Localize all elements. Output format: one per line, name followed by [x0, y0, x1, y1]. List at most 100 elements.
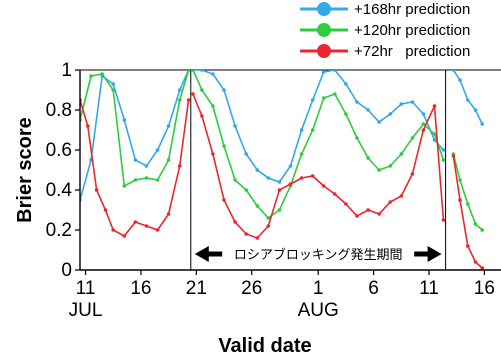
data-point: [410, 100, 415, 104]
series-2: [80, 92, 485, 270]
data-point: [421, 128, 426, 132]
data-point: [89, 74, 93, 78]
data-point: [222, 144, 226, 148]
data-point: [321, 96, 326, 100]
data-point: [366, 208, 370, 212]
annotation-arrow-right: [427, 246, 442, 262]
data-point: [458, 78, 462, 82]
annotation-arrow-left: [194, 246, 209, 262]
data-point: [299, 152, 304, 156]
data-point: [94, 188, 99, 192]
data-point: [451, 154, 456, 158]
data-point: [466, 202, 470, 206]
series-line: [452, 153, 483, 231]
data-point: [133, 178, 138, 182]
data-point: [233, 124, 237, 128]
series-line: [192, 93, 445, 239]
data-point: [321, 70, 326, 74]
data-point: [321, 184, 326, 188]
annotation-label: ロシアブロッキング発生期間: [234, 247, 403, 263]
series-line: [80, 99, 190, 238]
data-point: [144, 164, 149, 168]
data-point: [266, 176, 271, 180]
data-point: [458, 178, 462, 182]
data-point: [166, 124, 171, 128]
data-point: [103, 208, 108, 212]
x-axis-title: Valid date: [218, 335, 311, 357]
data-point: [480, 266, 485, 270]
data-point: [177, 98, 182, 102]
y-tick-label: 0.6: [46, 140, 72, 161]
data-point: [111, 82, 115, 86]
data-point: [441, 218, 446, 222]
data-point: [432, 104, 437, 108]
series-line: [80, 70, 190, 188]
data-point: [222, 88, 226, 92]
data-point: [399, 194, 404, 198]
data-point: [441, 158, 446, 162]
y-axis-title: Brier score: [14, 117, 36, 223]
data-point: [480, 228, 485, 232]
legend-label: +120hr prediction: [354, 22, 470, 39]
x-tick-label: 26: [241, 278, 262, 299]
x-tick-label: 11: [76, 278, 96, 299]
data-point: [211, 152, 215, 156]
data-point: [451, 70, 456, 72]
y-tick-label: 0.4: [46, 180, 73, 201]
data-point: [441, 148, 446, 152]
plot-frame: [80, 69, 501, 270]
data-point: [388, 200, 393, 204]
data-point: [432, 132, 437, 136]
data-point: [133, 158, 138, 162]
legend: +168hr prediction +120hr prediction +72hr …: [298, 0, 501, 64]
data-point: [366, 156, 370, 160]
data-point: [233, 220, 237, 224]
data-point: [288, 164, 293, 168]
data-point: [355, 214, 359, 218]
data-point: [186, 98, 191, 102]
data-point: [310, 128, 315, 132]
data-point: [166, 212, 171, 216]
data-point: [266, 224, 271, 228]
data-point: [122, 184, 127, 188]
data-point: [288, 182, 293, 186]
data-point: [333, 92, 337, 96]
data-point: [191, 70, 195, 72]
data-point: [480, 122, 485, 126]
month-label: AUG: [298, 300, 339, 321]
data-point: [355, 136, 359, 140]
data-point: [277, 180, 282, 184]
data-point: [466, 244, 470, 248]
data-point: [277, 188, 282, 192]
data-point: [86, 124, 90, 128]
series-line: [193, 70, 444, 183]
y-tick-label: 0.8: [46, 100, 72, 121]
data-point: [211, 104, 215, 108]
blocking-annotation: ロシアブロッキング発生期間: [194, 244, 442, 264]
data-point: [144, 224, 149, 228]
series-1: [80, 70, 485, 232]
legend-background: [298, 0, 501, 64]
data-point: [111, 88, 115, 92]
legend-label: +72hr prediction: [354, 43, 470, 60]
data-point: [255, 236, 260, 240]
legend-swatch-marker: [317, 2, 331, 16]
data-point: [466, 98, 470, 102]
series-line: [192, 70, 445, 220]
data-point: [155, 228, 160, 232]
data-point: [399, 102, 404, 106]
legend-swatch-marker: [317, 44, 331, 58]
data-point: [377, 168, 381, 172]
data-point: [421, 122, 426, 126]
data-point: [310, 174, 315, 178]
data-point: [222, 198, 226, 202]
data-point: [244, 232, 248, 236]
x-tick-label: 16: [130, 278, 151, 299]
data-point: [244, 152, 248, 156]
data-point: [366, 108, 370, 112]
data-point: [355, 100, 359, 104]
data-point: [377, 212, 381, 216]
data-point: [299, 128, 304, 132]
data-point: [388, 112, 393, 116]
data-point: [122, 234, 127, 238]
